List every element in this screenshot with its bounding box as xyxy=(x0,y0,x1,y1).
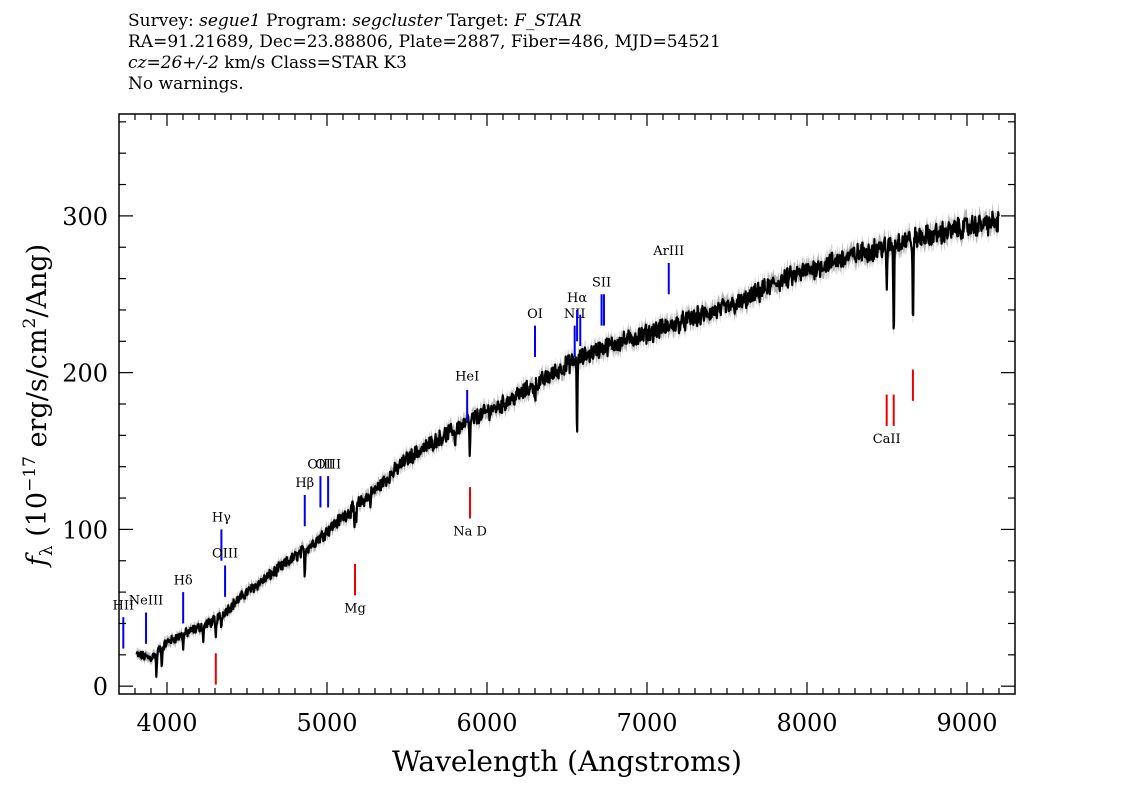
emission-label-oi: OI xyxy=(527,307,543,322)
survey-label: Survey: xyxy=(128,11,200,31)
absorption-label-caii: CaII xyxy=(873,432,901,447)
emission-label-oiii: OIII xyxy=(315,457,341,472)
y-tick-label: 100 xyxy=(62,516,108,544)
y-tick-label: 0 xyxy=(93,673,108,701)
y-tick-label: 300 xyxy=(62,203,108,231)
header-line-redshift: cz=26+/-2 km/s Class=STAR K3 xyxy=(128,53,721,74)
emission-label-hii: HII xyxy=(113,598,135,613)
emission-label-hγ: Hγ xyxy=(212,511,231,526)
header-line-coords: RA=91.21689, Dec=23.88806, Plate=2887, F… xyxy=(128,32,721,52)
x-tick-label: 9000 xyxy=(936,709,997,737)
x-tick-label: 5000 xyxy=(296,709,357,737)
emission-label-sii: SII xyxy=(592,275,611,290)
y-axis-label-f: f xyxy=(22,552,53,568)
emission-label-hβ: Hβ xyxy=(295,476,314,491)
y-tick-label: 200 xyxy=(62,360,108,388)
redshift-value: cz=26+/-2 xyxy=(128,53,219,73)
spectrum-layer xyxy=(135,210,1000,678)
class-text: km/s Class=STAR K3 xyxy=(218,53,407,73)
y-axis-label-mid: (10 xyxy=(22,492,53,545)
spectrum-line xyxy=(135,210,1000,678)
absorption-label-na-d: Na D xyxy=(453,525,487,540)
y-axis-label-exp2: 2 xyxy=(20,318,40,329)
program-label: Program: xyxy=(260,11,353,31)
y-axis-label-end: /Ang) xyxy=(22,244,53,318)
error-band-layer xyxy=(136,202,999,682)
emission-label-hα: Hα xyxy=(567,291,587,306)
x-tick-label: 6000 xyxy=(456,709,517,737)
ticks-layer: 4000 5000 6000 7000 8000 9000 0 100 200 300 xyxy=(62,114,1015,737)
x-tick-label: 4000 xyxy=(136,709,197,737)
emission-label-hδ: Hδ xyxy=(174,573,193,588)
y-axis-label: fλ (10−17 erg/s/cm2/Ang) xyxy=(20,244,57,568)
x-tick-label: 8000 xyxy=(776,709,837,737)
emission-label-oiii: OIII xyxy=(307,457,333,472)
x-tick-label: 7000 xyxy=(616,709,677,737)
emission-label-ariii: ArIII xyxy=(652,244,684,259)
y-axis-label-exp: −17 xyxy=(20,456,40,492)
emission-label-neiii: NeIII xyxy=(129,594,163,609)
emission-label-oiii: OIII xyxy=(212,547,238,562)
emission-label-nii: NII xyxy=(564,307,586,322)
x-axis-label: Wavelength (Angstroms) xyxy=(392,745,742,778)
survey-value: segue1 xyxy=(199,11,261,31)
absorption-label-mg: Mg xyxy=(344,601,366,616)
target-label: Target: xyxy=(441,11,515,31)
spectrum-header: Survey: segue1 Program: segcluster Targe… xyxy=(128,11,721,95)
spectrum-error-band xyxy=(136,202,999,682)
header-line-warnings: No warnings. xyxy=(128,74,244,94)
program-value: segcluster xyxy=(352,11,442,31)
y-axis-label-post: erg/s/cm xyxy=(22,328,53,456)
plot-frame xyxy=(118,113,1016,695)
target-value: F_STAR xyxy=(514,11,582,31)
header-line-survey: Survey: segue1 Program: segcluster Targe… xyxy=(128,11,721,32)
emission-label-hei: HeI xyxy=(455,369,479,384)
y-axis-label-sub: λ xyxy=(37,545,57,556)
